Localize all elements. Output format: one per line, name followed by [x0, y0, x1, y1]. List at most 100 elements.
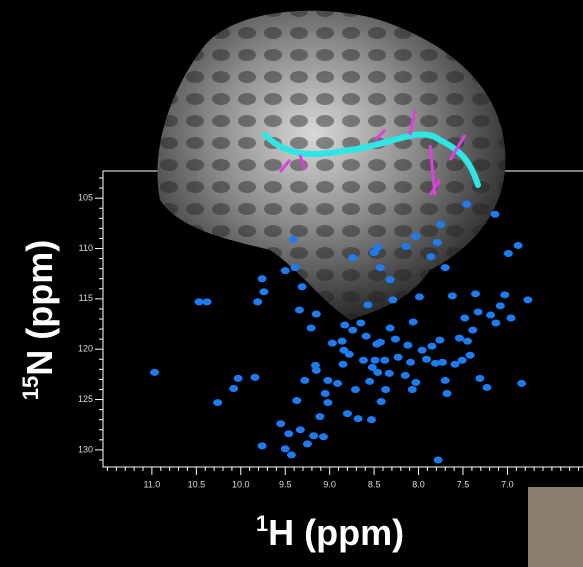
peak	[257, 442, 267, 450]
peak	[229, 384, 239, 392]
peak	[490, 210, 500, 218]
peak	[491, 319, 501, 327]
peak	[385, 324, 395, 332]
peak	[297, 283, 307, 291]
peak	[465, 351, 475, 359]
peak	[294, 306, 304, 314]
peak	[340, 321, 350, 329]
peak	[380, 356, 390, 364]
peak	[365, 377, 375, 385]
peak	[414, 293, 424, 301]
x-tick-label: 8.0	[412, 479, 425, 489]
y-tick-label: 130	[78, 444, 93, 454]
peak	[450, 360, 460, 368]
plot-area: 11.0 10.5 10.0 9.5 9.0 8.5 8.0 7.5 7.0 105 110 115 1…	[78, 170, 583, 489]
peak	[309, 432, 319, 440]
x-tick-label: 11.0	[143, 479, 160, 489]
peak	[473, 308, 483, 316]
x-tick-label: 9.5	[279, 479, 292, 489]
x-axis-label: 1H (ppm)	[256, 511, 404, 553]
peak	[276, 420, 286, 428]
peak	[259, 288, 269, 296]
peak	[384, 369, 394, 377]
peak	[288, 235, 298, 243]
peak	[486, 311, 496, 319]
peak	[344, 350, 354, 358]
peak	[337, 337, 347, 345]
y-tick-label: 110	[79, 243, 93, 253]
y-label-sup: 15	[18, 376, 43, 400]
peak	[438, 358, 448, 366]
peak	[150, 368, 160, 376]
peak	[356, 319, 366, 327]
x-label-sup: 1	[256, 511, 268, 536]
peak	[333, 379, 343, 387]
peak	[388, 296, 398, 304]
peak	[363, 301, 373, 309]
y-tick-label: 120	[78, 344, 93, 354]
peak	[430, 359, 440, 367]
peak	[300, 376, 310, 384]
x-tick-label: 7.0	[501, 479, 514, 489]
peak	[517, 379, 527, 387]
peak	[233, 374, 243, 382]
x-label-main: H (ppm)	[268, 512, 404, 553]
peak	[460, 314, 470, 322]
y-axis-label: 15N (ppm)	[18, 240, 60, 400]
peak	[286, 451, 296, 459]
peak	[403, 341, 413, 349]
peak	[468, 326, 478, 334]
peak	[311, 366, 321, 374]
peak	[350, 385, 360, 393]
peak	[348, 254, 358, 262]
peak	[353, 415, 363, 423]
peak	[320, 390, 330, 398]
peak	[385, 276, 395, 284]
peak	[318, 433, 328, 441]
peak	[280, 267, 290, 275]
y-tick-label: 125	[78, 394, 93, 404]
y-tick-label: 105	[78, 193, 93, 203]
peak	[432, 238, 442, 246]
peak	[436, 220, 446, 228]
peak	[462, 200, 472, 208]
peak	[440, 264, 450, 272]
peak	[408, 318, 418, 326]
x-tick-label: 8.5	[368, 479, 381, 489]
peak	[311, 310, 321, 318]
peaks	[150, 200, 533, 464]
peak	[302, 440, 312, 448]
peak	[495, 302, 505, 310]
peak	[411, 232, 421, 240]
peak	[390, 335, 400, 343]
peak	[393, 353, 403, 361]
peak	[454, 334, 464, 342]
peak	[376, 398, 386, 406]
peak	[513, 242, 523, 250]
peak	[457, 356, 467, 364]
peak	[435, 336, 445, 344]
peak	[375, 264, 385, 272]
peak	[280, 445, 290, 453]
x-tick-label: 7.5	[457, 479, 470, 489]
peak	[370, 356, 380, 364]
peak	[375, 338, 385, 346]
peak	[427, 342, 437, 350]
peak	[338, 360, 348, 368]
peak	[295, 426, 305, 434]
peak	[506, 314, 516, 322]
peak	[366, 416, 376, 424]
peak	[323, 376, 333, 384]
peak	[292, 397, 302, 405]
peak	[315, 413, 325, 421]
protein-surface	[157, 10, 506, 320]
peak	[327, 339, 337, 347]
peak	[407, 385, 417, 393]
peak	[257, 275, 267, 283]
peak	[250, 373, 260, 381]
peak	[523, 296, 533, 304]
x-tick-label: 10.5	[188, 479, 206, 489]
peak	[426, 253, 436, 261]
x-tick-label: 9.0	[323, 479, 336, 489]
